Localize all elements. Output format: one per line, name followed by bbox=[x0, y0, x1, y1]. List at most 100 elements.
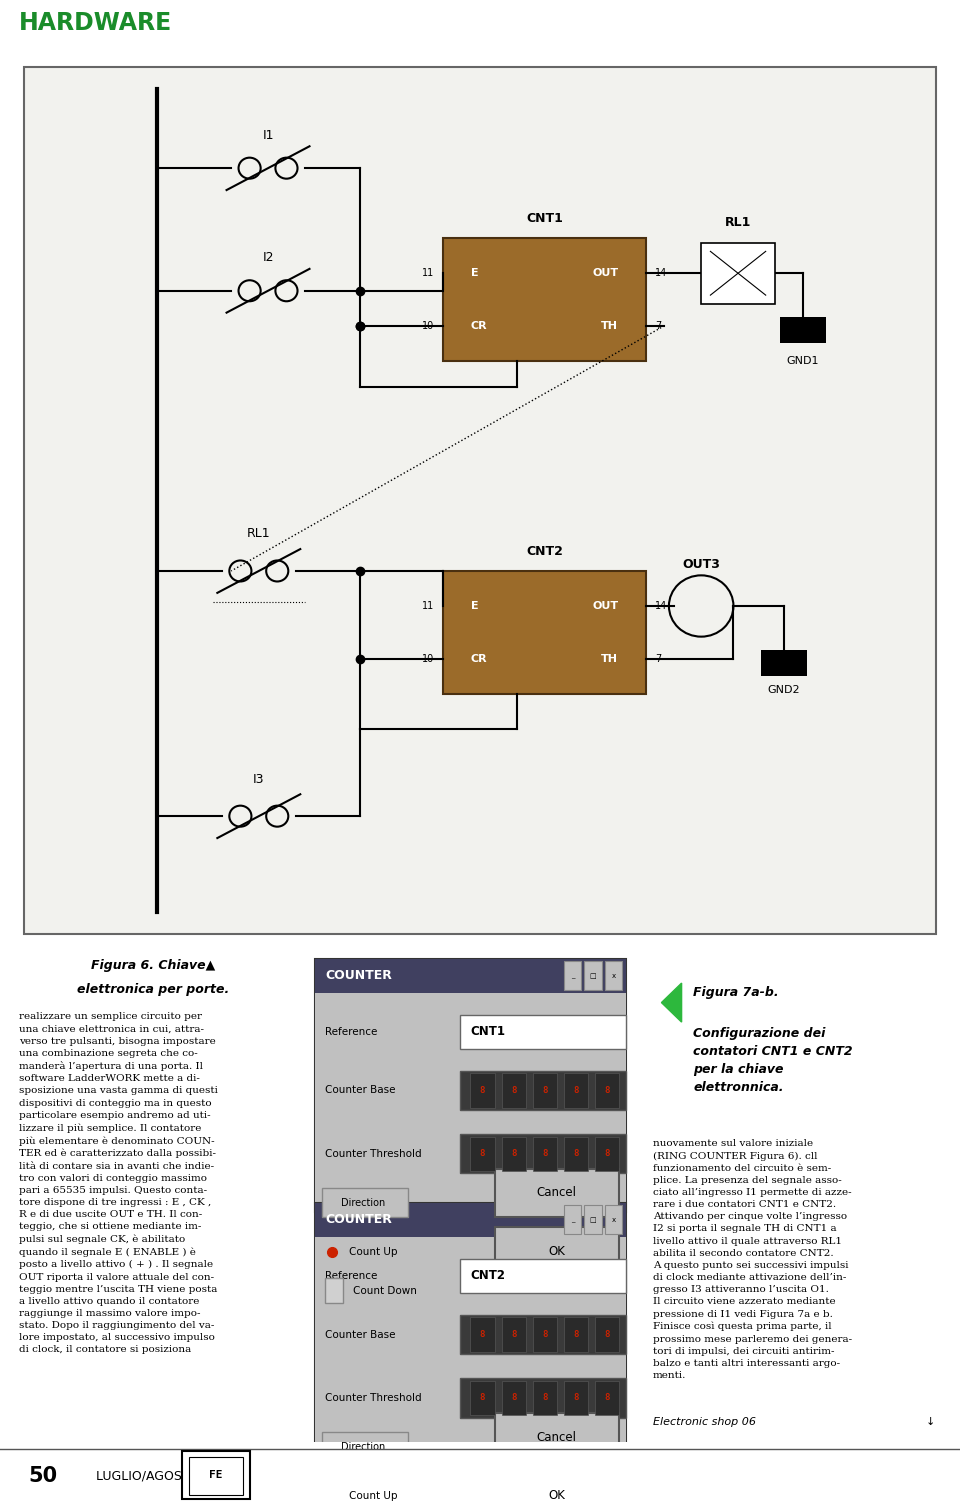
Bar bbox=[533, 1074, 557, 1107]
Bar bbox=[605, 1205, 622, 1235]
Text: x: x bbox=[612, 1217, 616, 1223]
Text: 11: 11 bbox=[421, 601, 434, 611]
Text: 8: 8 bbox=[511, 1086, 516, 1095]
Text: 8: 8 bbox=[542, 1394, 547, 1403]
Bar bbox=[460, 1134, 626, 1173]
Bar bbox=[460, 1259, 626, 1293]
Bar bbox=[444, 571, 646, 694]
Text: Electronic shop 06: Electronic shop 06 bbox=[653, 1418, 756, 1427]
Text: Counter Base: Counter Base bbox=[325, 1329, 396, 1340]
Text: OK: OK bbox=[548, 1245, 565, 1259]
Text: OK: OK bbox=[548, 1488, 565, 1502]
Text: Counter Threshold: Counter Threshold bbox=[325, 1392, 421, 1403]
Text: CNT1: CNT1 bbox=[470, 1026, 505, 1038]
Bar bbox=[564, 1074, 588, 1107]
Text: COUNTER: COUNTER bbox=[325, 1214, 392, 1226]
Text: elettronica per porte.: elettronica per porte. bbox=[78, 982, 229, 996]
Bar bbox=[533, 1137, 557, 1172]
Text: Figura 7a-b.: Figura 7a-b. bbox=[693, 987, 779, 999]
Bar bbox=[595, 1380, 619, 1415]
Bar bbox=[494, 1412, 619, 1461]
Bar bbox=[761, 650, 807, 676]
Bar bbox=[585, 1205, 602, 1235]
Text: _: _ bbox=[570, 973, 574, 979]
Text: Count Up: Count Up bbox=[349, 1247, 398, 1257]
Text: Reference: Reference bbox=[325, 1271, 377, 1281]
Bar bbox=[460, 1071, 626, 1110]
Text: Reference: Reference bbox=[325, 1027, 377, 1036]
Text: 8: 8 bbox=[511, 1149, 516, 1158]
Bar bbox=[444, 239, 646, 360]
Text: 50: 50 bbox=[29, 1466, 58, 1487]
Text: COUNTER: COUNTER bbox=[325, 969, 392, 982]
Text: CNT2: CNT2 bbox=[470, 1269, 505, 1283]
Text: _: _ bbox=[570, 1217, 574, 1223]
Text: Figura 6. Chiave▲: Figura 6. Chiave▲ bbox=[91, 958, 216, 972]
Text: Direction: Direction bbox=[341, 1197, 385, 1208]
Text: 10: 10 bbox=[421, 653, 434, 664]
Bar bbox=[325, 1278, 343, 1302]
Text: E: E bbox=[470, 601, 478, 611]
Bar bbox=[315, 993, 626, 1212]
Text: Cancel: Cancel bbox=[537, 1187, 577, 1200]
Text: 8: 8 bbox=[604, 1394, 610, 1403]
Text: E: E bbox=[470, 269, 478, 278]
Bar bbox=[315, 1203, 626, 1457]
Bar bbox=[189, 1457, 243, 1494]
Bar bbox=[501, 1317, 526, 1352]
Text: 8: 8 bbox=[573, 1086, 579, 1095]
Bar bbox=[701, 243, 775, 303]
Text: 8: 8 bbox=[542, 1086, 547, 1095]
Text: realizzare un semplice circuito per
una chiave elettronica in cui, attra-
verso : realizzare un semplice circuito per una … bbox=[19, 1012, 218, 1355]
Bar bbox=[605, 961, 622, 990]
Text: CR: CR bbox=[470, 321, 488, 330]
Text: OUT3: OUT3 bbox=[683, 557, 720, 571]
Text: 8: 8 bbox=[480, 1149, 485, 1158]
Bar bbox=[315, 1236, 626, 1457]
Text: x: x bbox=[612, 973, 616, 979]
Text: 14: 14 bbox=[655, 269, 667, 278]
Text: OUT: OUT bbox=[592, 601, 618, 611]
Text: 14: 14 bbox=[655, 601, 667, 611]
Text: RL1: RL1 bbox=[247, 527, 271, 541]
Text: HARDWARE: HARDWARE bbox=[19, 12, 173, 35]
Bar bbox=[315, 958, 626, 1212]
Bar bbox=[585, 961, 602, 990]
Text: 8: 8 bbox=[604, 1331, 610, 1338]
Text: Configurazione dei
contatori CNT1 e CNT2
per la chiave
elettronnica.: Configurazione dei contatori CNT1 e CNT2… bbox=[693, 1027, 852, 1093]
Bar bbox=[494, 1472, 619, 1502]
Text: I3: I3 bbox=[253, 772, 265, 786]
Text: CNT1: CNT1 bbox=[526, 212, 563, 225]
Bar bbox=[494, 1227, 619, 1275]
Bar bbox=[595, 1137, 619, 1172]
Bar bbox=[322, 1188, 408, 1217]
Bar bbox=[595, 1317, 619, 1352]
Text: nuovamente sul valore iniziale
(RING COUNTER Figura 6). cll
funzionamento del ci: nuovamente sul valore iniziale (RING COU… bbox=[653, 1139, 852, 1380]
Text: 10: 10 bbox=[421, 321, 434, 330]
Bar bbox=[501, 1380, 526, 1415]
Text: CR: CR bbox=[470, 653, 488, 664]
Bar bbox=[182, 1451, 250, 1499]
Bar bbox=[501, 1074, 526, 1107]
Bar bbox=[470, 1380, 494, 1415]
Text: GND1: GND1 bbox=[786, 356, 819, 366]
Text: 8: 8 bbox=[480, 1331, 485, 1338]
Text: Counter Base: Counter Base bbox=[325, 1086, 396, 1095]
Text: CNT2: CNT2 bbox=[526, 545, 563, 557]
Bar bbox=[564, 1317, 588, 1352]
Bar bbox=[460, 1015, 626, 1048]
Text: TH: TH bbox=[601, 321, 618, 330]
Bar bbox=[595, 1074, 619, 1107]
Text: Count Up: Count Up bbox=[349, 1490, 398, 1500]
Text: Count Down: Count Down bbox=[353, 1286, 417, 1296]
Text: 8: 8 bbox=[604, 1149, 610, 1158]
Bar bbox=[460, 1316, 626, 1355]
Bar bbox=[501, 1137, 526, 1172]
Text: 8: 8 bbox=[542, 1149, 547, 1158]
Text: 8: 8 bbox=[480, 1394, 485, 1403]
Bar bbox=[494, 1169, 619, 1217]
Bar bbox=[564, 1205, 581, 1235]
Text: Counter Threshold: Counter Threshold bbox=[325, 1149, 421, 1160]
Text: □: □ bbox=[589, 973, 596, 979]
Bar bbox=[470, 1137, 494, 1172]
